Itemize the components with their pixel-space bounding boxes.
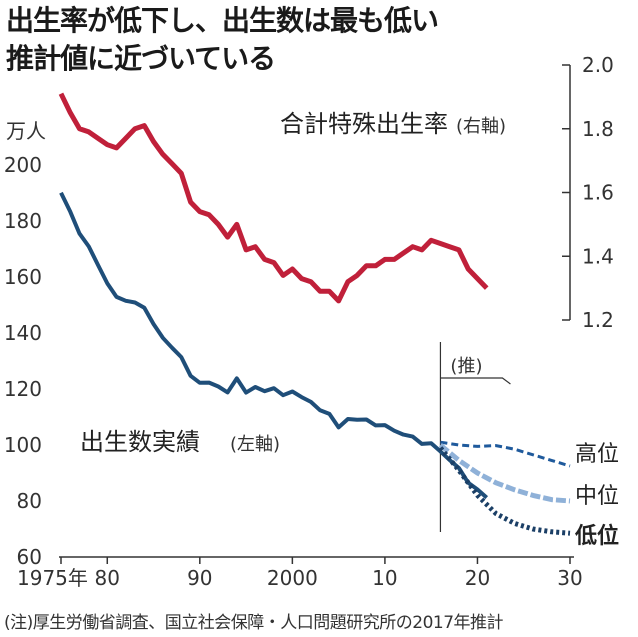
left-axis-unit: 万人 bbox=[6, 119, 46, 143]
left-tick-label: 200 bbox=[4, 153, 42, 177]
left-tick-label: 120 bbox=[4, 377, 42, 401]
x-tick-label: 80 bbox=[95, 566, 120, 590]
headline: 出生率が低下し、出生数は最も低い 推計値に近づいている bbox=[6, 2, 439, 78]
projection-label-高位: 高位 bbox=[575, 442, 619, 467]
x-tick-label: 30 bbox=[557, 566, 582, 590]
series-line-中位 bbox=[438, 443, 571, 504]
births-axis-note: (左軸) bbox=[230, 434, 280, 455]
left-tick-label: 140 bbox=[4, 321, 42, 345]
left-tick-label: 180 bbox=[4, 209, 42, 233]
tfr-axis-note: (右軸) bbox=[456, 116, 506, 137]
x-tick-label: 20 bbox=[465, 566, 490, 590]
projection-bracket bbox=[440, 377, 511, 385]
left-tick-label: 100 bbox=[4, 433, 42, 457]
tfr-series-label: 合計特殊出生率 bbox=[280, 110, 448, 138]
x-tick-label: 90 bbox=[187, 566, 212, 590]
chart-series bbox=[58, 92, 571, 536]
left-tick-label: 60 bbox=[17, 545, 42, 569]
series-line-高位 bbox=[440, 440, 571, 468]
left-tick-label: 80 bbox=[17, 489, 42, 513]
series-line-合計特殊出生率 bbox=[58, 92, 489, 304]
projection-label: (推) bbox=[450, 356, 482, 377]
x-tick-label: 2000 bbox=[267, 566, 318, 590]
births-series-label: 出生数実績 bbox=[80, 428, 200, 456]
projection-label-低位: 低位 bbox=[574, 523, 619, 549]
source-footnote: (注)厚生労働省調査、国立社会保障・人口問題研究所の2017年推計 bbox=[4, 613, 504, 633]
right-tick-label: 1.6 bbox=[582, 181, 614, 205]
headline-line-2: 推計値に近づいている bbox=[6, 42, 276, 75]
x-tick-label: 10 bbox=[372, 566, 397, 590]
x-tick-label: 1975年 bbox=[17, 566, 88, 590]
right-tick-label: 1.2 bbox=[582, 308, 614, 332]
right-tick-label: 1.8 bbox=[582, 117, 614, 141]
chart-axes: 1975年 80 90 2000 10 20 30 万人 60 80 100 120 140 160 180… bbox=[4, 53, 614, 590]
headline-line-1: 出生率が低下し、出生数は最も低い bbox=[6, 4, 439, 37]
series-line-出生数実績 bbox=[59, 191, 489, 500]
left-tick-label: 160 bbox=[4, 265, 42, 289]
series-line-低位 bbox=[438, 446, 571, 536]
projection-label-中位: 中位 bbox=[575, 484, 619, 509]
right-tick-label: 1.4 bbox=[582, 244, 614, 268]
right-tick-label: 2.0 bbox=[582, 53, 614, 77]
